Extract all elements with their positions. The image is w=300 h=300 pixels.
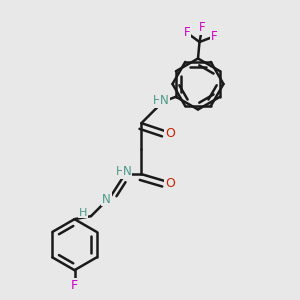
Text: H: H [78, 208, 87, 218]
Text: F: F [199, 21, 206, 34]
Text: O: O [165, 127, 175, 140]
Text: F: F [184, 26, 190, 40]
Text: O: O [165, 177, 175, 190]
Text: H: H [153, 94, 162, 107]
Text: N: N [123, 165, 131, 178]
Text: H: H [116, 165, 125, 178]
Text: N: N [160, 94, 169, 107]
Text: F: F [71, 279, 78, 292]
Text: N: N [102, 193, 111, 206]
Text: F: F [211, 30, 217, 43]
